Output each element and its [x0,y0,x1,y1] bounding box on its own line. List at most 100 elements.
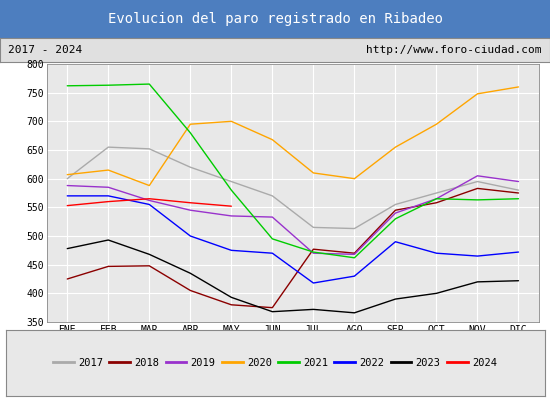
2018 [310,247,317,252]
2020 [64,172,70,177]
2022 [64,194,70,198]
2017 [105,145,112,150]
2018 [105,264,112,269]
2023 [515,278,522,283]
Line: 2021: 2021 [67,84,519,258]
2020 [433,122,440,126]
2017 [228,179,235,184]
2023 [269,309,276,314]
2021 [351,255,358,260]
2018 [515,190,522,195]
Line: 2017: 2017 [67,147,519,228]
Legend: 2017, 2018, 2019, 2020, 2021, 2022, 2023, 2024: 2017, 2018, 2019, 2020, 2021, 2022, 2023… [49,354,501,372]
2020 [269,137,276,142]
2021 [515,196,522,201]
2023 [146,252,152,257]
2020 [351,176,358,181]
2021 [433,196,440,201]
2017 [187,165,194,170]
2021 [269,236,276,241]
2017 [64,176,70,181]
2024 [105,199,112,204]
2021 [392,216,399,221]
2021 [187,130,194,135]
2023 [474,280,481,284]
2022 [105,194,112,198]
Text: 2017 - 2024: 2017 - 2024 [8,45,82,55]
Text: http://www.foro-ciudad.com: http://www.foro-ciudad.com [366,45,542,55]
2023 [105,238,112,242]
2021 [146,82,152,86]
2022 [351,274,358,278]
2017 [392,202,399,207]
2017 [351,226,358,231]
2019 [433,196,440,201]
2017 [146,146,152,151]
2024 [64,203,70,208]
2023 [187,271,194,276]
2018 [351,251,358,256]
Text: Evolucion del paro registrado en Ribadeo: Evolucion del paro registrado en Ribadeo [107,12,443,26]
2021 [228,188,235,192]
2022 [392,239,399,244]
2017 [269,194,276,198]
2017 [433,190,440,195]
2018 [187,288,194,293]
2023 [64,246,70,251]
2019 [515,179,522,184]
2021 [105,83,112,88]
2023 [392,297,399,302]
2023 [310,307,317,312]
2021 [310,250,317,254]
2022 [146,202,152,207]
2022 [474,254,481,258]
2018 [146,264,152,268]
2023 [433,291,440,296]
2018 [64,277,70,282]
2017 [310,225,317,230]
2020 [187,122,194,126]
Line: 2023: 2023 [67,240,519,313]
Line: 2020: 2020 [67,87,519,186]
2022 [228,248,235,253]
2022 [269,251,276,256]
2019 [474,173,481,178]
2020 [228,119,235,124]
2020 [515,84,522,89]
2023 [351,310,358,315]
2019 [105,185,112,190]
Line: 2019: 2019 [67,176,519,254]
2020 [105,168,112,172]
2020 [146,183,152,188]
2020 [310,170,317,175]
2019 [392,211,399,216]
Line: 2018: 2018 [67,188,519,308]
2022 [515,250,522,254]
2017 [474,179,481,184]
2019 [146,198,152,203]
2024 [146,196,152,201]
2024 [228,204,235,208]
Line: 2024: 2024 [67,199,232,206]
2019 [351,252,358,257]
2022 [187,234,194,238]
2017 [515,188,522,192]
2021 [64,83,70,88]
2019 [269,215,276,220]
2018 [474,186,481,191]
2018 [228,302,235,307]
2019 [228,214,235,218]
2018 [269,305,276,310]
2021 [474,198,481,202]
Line: 2022: 2022 [67,196,519,283]
2018 [392,208,399,212]
2020 [392,145,399,150]
2018 [433,200,440,205]
2019 [187,208,194,212]
2022 [310,281,317,286]
2020 [474,92,481,96]
2023 [228,295,235,300]
2019 [64,183,70,188]
2022 [433,251,440,256]
2024 [187,200,194,205]
